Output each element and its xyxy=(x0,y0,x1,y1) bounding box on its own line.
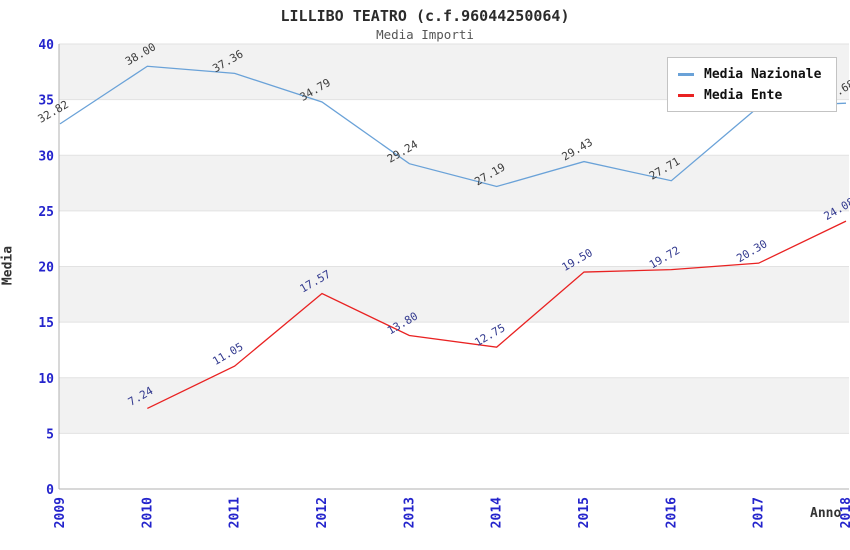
y-tick-label: 25 xyxy=(38,205,54,220)
data-point-label: 12.75 xyxy=(472,321,507,349)
legend-label: Media Nazionale xyxy=(704,67,822,82)
x-tick-label: 2013 xyxy=(402,497,417,528)
chart-subtitle: Media Importi xyxy=(376,27,474,42)
y-tick-label: 35 xyxy=(38,94,54,109)
series-line xyxy=(59,65,847,188)
x-tick-label: 2012 xyxy=(315,497,330,528)
x-tick-label: 2017 xyxy=(752,497,767,528)
x-tick-label: 2010 xyxy=(140,497,155,528)
x-tick-label: 2011 xyxy=(228,497,243,528)
x-tick-label: 2014 xyxy=(490,497,505,528)
chart-title: LILLIBO TEATRO (c.f.96044250064) xyxy=(280,7,570,25)
x-tick-label: 2009 xyxy=(53,497,68,528)
y-tick-label: 0 xyxy=(46,483,54,498)
y-tick-label: 15 xyxy=(38,316,54,331)
x-tick-label: 2015 xyxy=(577,497,592,528)
blue-line-swatch-icon xyxy=(678,73,694,76)
series-line xyxy=(147,220,847,410)
y-axis-title: Media xyxy=(0,245,16,286)
legend-label: Media Ente xyxy=(704,88,783,103)
y-tick-label: 10 xyxy=(38,372,54,387)
y-tick-label: 30 xyxy=(38,149,54,164)
red-line-swatch-icon xyxy=(678,94,694,97)
x-axis-title: Anno xyxy=(810,506,842,521)
legend-item-media-nazionale: Media Nazionale xyxy=(678,64,826,85)
data-point-label: 11.05 xyxy=(210,340,245,368)
y-tick-label: 20 xyxy=(38,261,54,276)
legend-item-media-ente: Media Ente xyxy=(678,85,826,106)
y-tick-label: 40 xyxy=(38,38,54,53)
legend: Media Nazionale Media Ente xyxy=(667,57,837,112)
x-tick-label: 2016 xyxy=(664,497,679,528)
x-tick-label: 2018 xyxy=(839,497,850,528)
y-tick-label: 5 xyxy=(46,427,54,442)
